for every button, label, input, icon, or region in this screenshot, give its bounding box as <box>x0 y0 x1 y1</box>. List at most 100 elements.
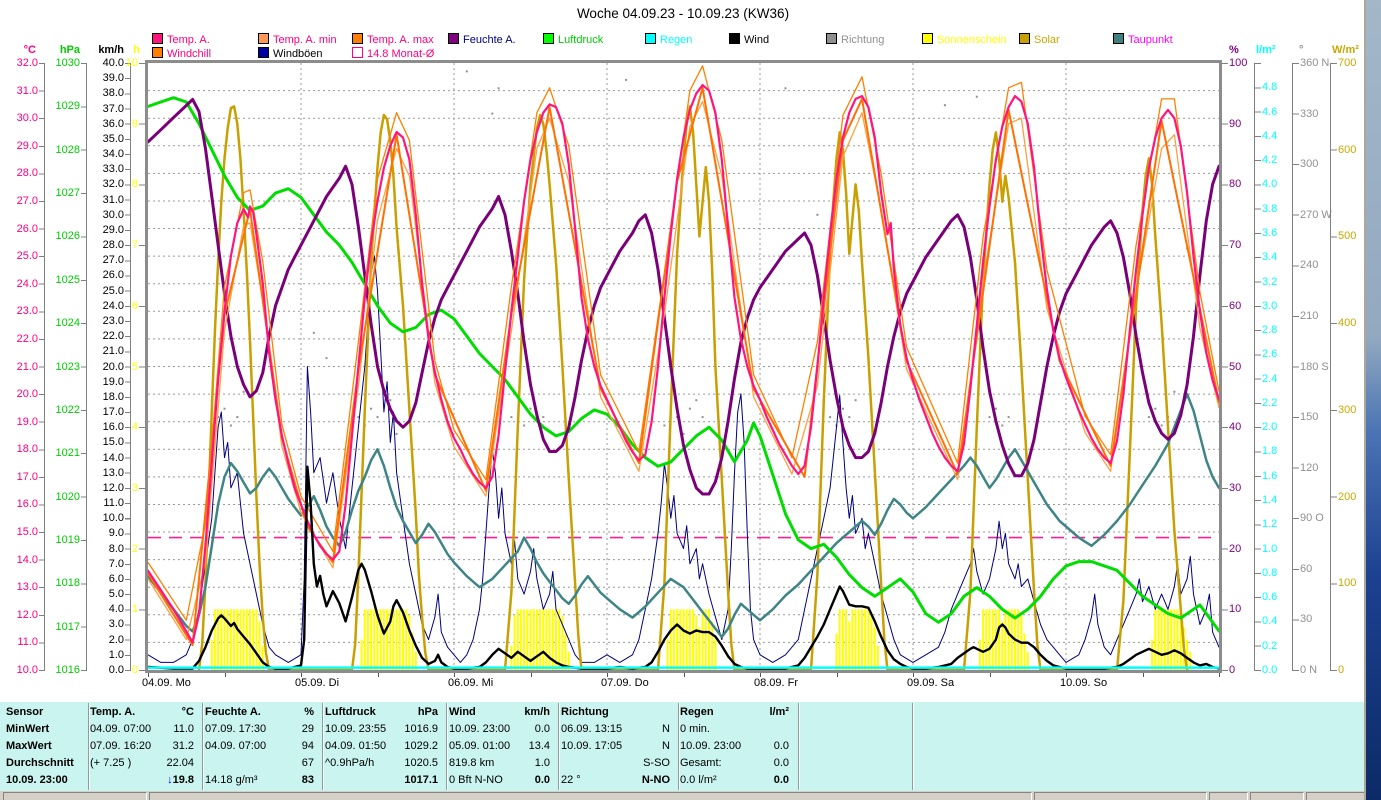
stats-cell-text: ^0.9hPa/h <box>325 757 375 769</box>
axis-unit-: % <box>1229 44 1239 56</box>
stats-cell-value: N <box>662 740 670 752</box>
sunshine-bar <box>1001 621 1004 670</box>
stats-cell-text: 14.18 g/m³ <box>205 774 258 786</box>
wind-direction-dot <box>497 87 500 90</box>
series-feuchte-a <box>146 97 1221 496</box>
axis-tick-label: 32.0 <box>102 178 124 191</box>
wind-direction-dot <box>370 407 373 410</box>
x-axis-tick <box>148 673 149 677</box>
axis-tick-label: 39.0 <box>102 72 124 85</box>
sunshine-bar <box>669 609 672 670</box>
legend-label: Temp. A. max <box>367 34 434 46</box>
axis-tick-label: 2.4 <box>1262 372 1278 385</box>
axis-tick-label: 0.0 <box>108 664 124 676</box>
sunshine-bar <box>701 609 704 670</box>
axis-tick-label: 0.6 <box>1262 591 1278 604</box>
legend-swatch-wind <box>729 33 740 44</box>
wind-direction-dot <box>376 416 379 419</box>
sunshine-bar <box>370 609 373 670</box>
axis-tick-label: 1028 <box>55 143 80 156</box>
legend-swatch-temp-a <box>152 33 163 44</box>
sunshine-bar <box>1157 609 1160 670</box>
sunshine-bar <box>261 645 264 670</box>
x-axis-tick <box>989 673 991 677</box>
legend-item-sonnenschein: Sonnenschein <box>922 33 1007 46</box>
axis-tick-label: 1016 <box>55 664 80 676</box>
axis-tick-label: 2.0 <box>1262 421 1278 434</box>
wind-direction-dot <box>695 399 698 402</box>
wind-direction-dot <box>1154 407 1157 410</box>
stats-cell-text: 10.09. 23:00 <box>449 723 511 735</box>
axis-tick-label: 60 <box>1229 299 1242 312</box>
legend-swatch-richtung <box>826 33 837 44</box>
axis-tick-label: 4.0 <box>1262 178 1278 191</box>
wind-direction-dot <box>816 213 819 216</box>
series-wind <box>146 465 1221 670</box>
sunshine-bar <box>991 609 994 670</box>
sunshine-bar <box>1176 609 1179 670</box>
legend-item-14-8-monat: 14.8 Monat-Ø <box>352 47 434 60</box>
stats-cell-text: 10.09. 17:05 <box>561 740 623 752</box>
stats-col-unit: % <box>304 706 314 718</box>
wind-direction-dot <box>465 70 468 73</box>
sunshine-bar <box>373 609 376 670</box>
sunshine-bar <box>676 609 679 670</box>
axis-labels-w-m: 700 600 500 400 300 200 100 0 <box>1338 57 1368 676</box>
axis-tick-label: 35.0 <box>102 132 124 145</box>
stats-cell-value: 1029.2 <box>404 740 438 752</box>
stats-row-label: MinWert <box>6 723 50 735</box>
axis-tick-label: 1020 <box>55 490 80 503</box>
legend-item-luftdruck: Luftdruck <box>543 33 603 46</box>
sunshine-bar <box>239 609 242 670</box>
axis-tick-label: 38.0 <box>102 87 124 100</box>
axis-tick-label: 9 <box>131 117 138 130</box>
axis-tick-label: 3.0 <box>108 618 124 631</box>
axis-tick-label: 19.0 <box>16 415 38 428</box>
axis-tick-label: 6 <box>131 299 138 312</box>
x-axis-tick <box>913 673 914 677</box>
chart-canvas <box>146 63 1221 672</box>
axis-tick-label: 330 <box>1300 107 1319 120</box>
axis-tick-label: 4.2 <box>1262 154 1278 167</box>
axis-ticks-l-m <box>1255 63 1261 671</box>
legend-item-temp-a-max: Temp. A. max <box>352 33 434 46</box>
stats-cell-text: 10.09. 23:00 <box>680 740 742 752</box>
axis-tick-label: 20 <box>1229 542 1242 555</box>
sunshine-bar <box>210 639 213 670</box>
legend-item-temp-a: Temp. A. <box>152 33 210 46</box>
x-axis-tick <box>607 673 608 677</box>
axis-tick-label: 25.0 <box>102 284 124 297</box>
axis-tick-label: 30 <box>1300 613 1313 626</box>
x-axis-tick <box>760 673 761 677</box>
stats-col-header: Feuchte A. <box>205 706 261 718</box>
legend-item-richtung: Richtung <box>826 33 885 46</box>
sunshine-bar <box>845 609 848 670</box>
x-axis-tick <box>683 673 685 677</box>
axis-tick-label: 1024 <box>55 317 80 330</box>
axis-tick-label: 1.0 <box>1262 542 1278 555</box>
axis-tick-label: 24.0 <box>16 277 38 290</box>
axis-tick-label: 8.0 <box>108 542 124 555</box>
axis-tick-label: 4.8 <box>1262 81 1278 94</box>
legend-label: Richtung <box>841 34 885 46</box>
axis-tick-label: 20.0 <box>16 388 38 401</box>
legend-swatch-14-8-monat <box>352 47 363 58</box>
stats-col-header: Luftdruck <box>325 706 376 718</box>
stats-cell-text: (+ 7.25 ) <box>90 757 132 769</box>
axis-tick-label: 1021 <box>55 447 80 460</box>
stats-cell-text: 10.09. 23:55 <box>325 723 387 735</box>
wind-direction-dot <box>663 424 666 427</box>
sunshine-bar <box>220 609 223 670</box>
legend-item-taupunkt: Taupunkt <box>1113 33 1173 46</box>
legend-swatch-temp-a-min <box>258 33 269 44</box>
stats-cell-value: 22.04 <box>166 757 194 769</box>
sunshine-bar <box>672 609 675 670</box>
sunshine-bar <box>519 609 522 670</box>
axis-tick-label: 120 <box>1300 461 1319 474</box>
stats-cell-text: 05.09. 01:00 <box>449 740 511 752</box>
axis-tick-label: 1023 <box>55 360 80 373</box>
series-temp-a-min <box>147 100 1220 641</box>
x-axis-label-05-09-di: 05.09. Di <box>295 677 340 689</box>
axis-tick-label: 31.0 <box>16 84 38 97</box>
